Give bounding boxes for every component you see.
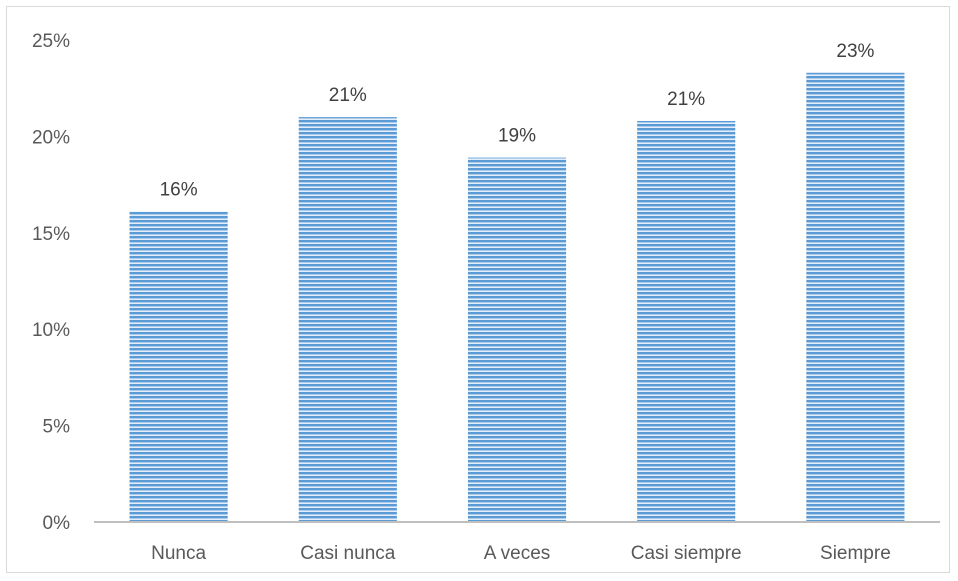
bar-a-veces — [467, 157, 567, 522]
data-label: 16% — [160, 180, 198, 201]
bar-casi-nunca — [298, 117, 397, 523]
data-label: 23% — [836, 41, 874, 62]
bar-nunca — [129, 211, 228, 523]
bar-siempre — [806, 72, 905, 522]
bar-casi-siempre — [637, 120, 736, 522]
y-tick-label: 15% — [32, 224, 70, 245]
data-label: 21% — [329, 85, 367, 106]
y-tick-label: 10% — [32, 320, 70, 341]
category-label: Casi siempre — [631, 543, 742, 564]
y-tick-label: 20% — [32, 127, 70, 148]
category-label: Nunca — [151, 543, 206, 564]
category-label: Siempre — [820, 543, 891, 564]
category-label: Casi nunca — [300, 543, 395, 564]
y-tick-label: 5% — [43, 417, 71, 438]
data-label: 19% — [498, 126, 536, 147]
data-label: 21% — [667, 89, 705, 110]
y-tick-label: 0% — [43, 513, 71, 534]
y-tick-label: 25% — [32, 31, 70, 52]
category-label: A veces — [484, 543, 551, 564]
